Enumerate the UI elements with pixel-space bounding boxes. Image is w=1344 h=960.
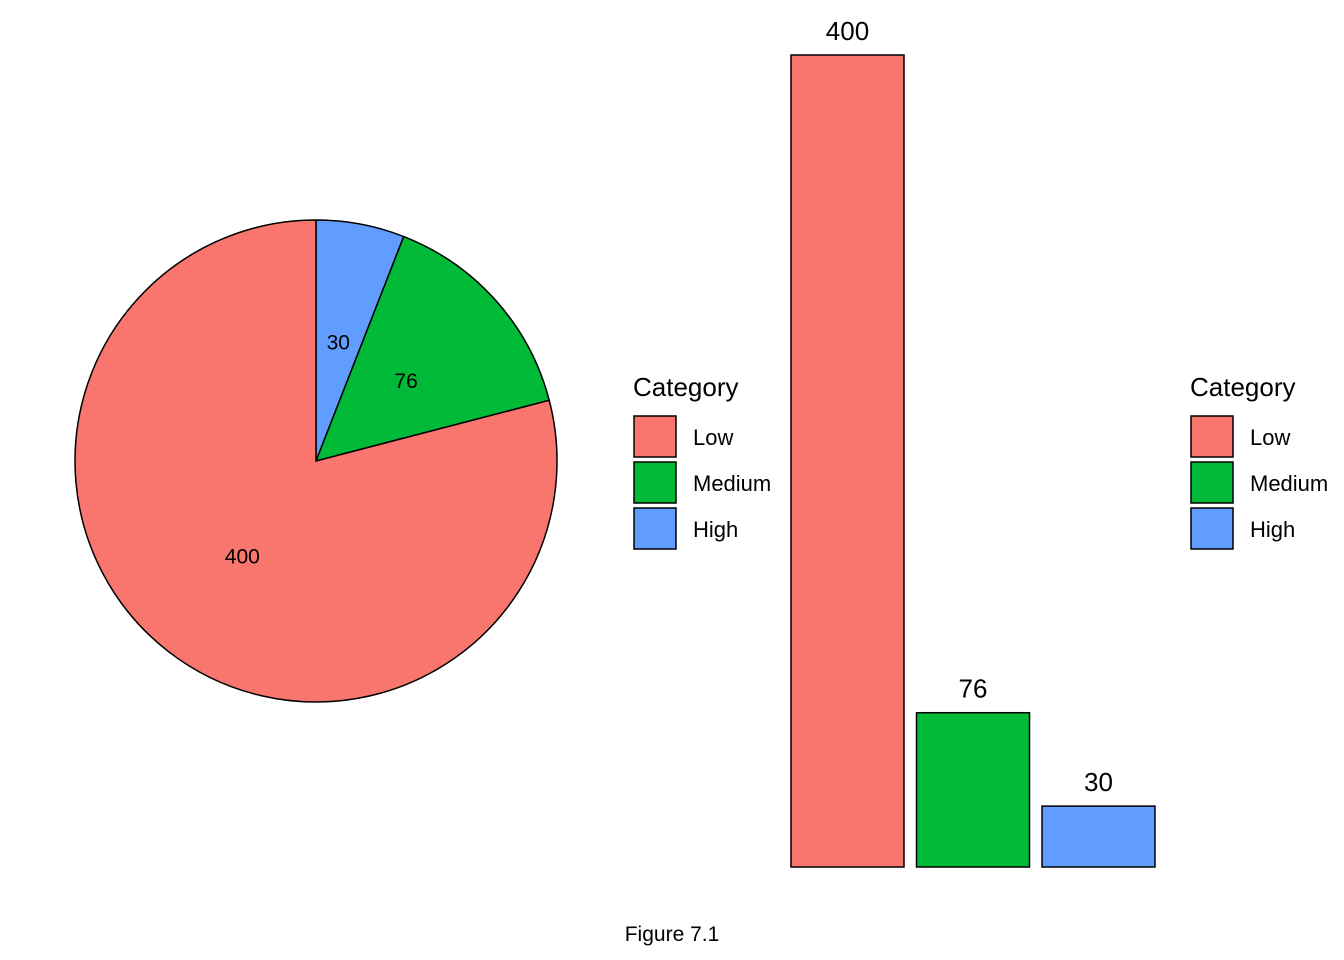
bar-legend-label-low: Low <box>1250 425 1290 450</box>
bar-label-medium: 76 <box>959 674 988 704</box>
bar-chart: 400 76 30 <box>790 16 1156 868</box>
bar-legend-label-medium: Medium <box>1250 471 1328 496</box>
pie-legend-label-high: High <box>693 517 738 542</box>
bar-high <box>1041 805 1156 868</box>
bar-legend: Category Low Medium High <box>1190 372 1328 550</box>
bar-legend-title: Category <box>1190 372 1296 402</box>
bar-legend-swatch-medium <box>1190 461 1234 504</box>
pie-label-medium: 76 <box>394 370 417 393</box>
bar-legend-swatch-low <box>1190 415 1234 458</box>
bar-medium <box>915 711 1031 868</box>
pie-label-high: 30 <box>327 332 350 355</box>
figure-caption: Figure 7.1 <box>625 923 720 946</box>
pie-chart: 30 76 400 <box>74 219 558 703</box>
pie-label-low: 400 <box>225 545 260 568</box>
bar-label-high: 30 <box>1084 767 1113 797</box>
pie-legend: Category Low Medium High <box>633 372 771 550</box>
pie-legend-swatch-medium <box>633 461 677 504</box>
bar-label-low: 400 <box>826 16 869 46</box>
bar-legend-label-high: High <box>1250 517 1295 542</box>
bar-legend-swatch-high <box>1190 507 1234 550</box>
pie-slice-low <box>74 219 558 703</box>
pie-legend-swatch-low <box>633 415 677 458</box>
pie-legend-title: Category <box>633 372 739 402</box>
pie-legend-label-medium: Medium <box>693 471 771 496</box>
pie-legend-label-low: Low <box>693 425 733 450</box>
pie-legend-swatch-high <box>633 507 677 550</box>
pie-slice-medium <box>314 235 551 463</box>
bar-low <box>790 54 905 868</box>
